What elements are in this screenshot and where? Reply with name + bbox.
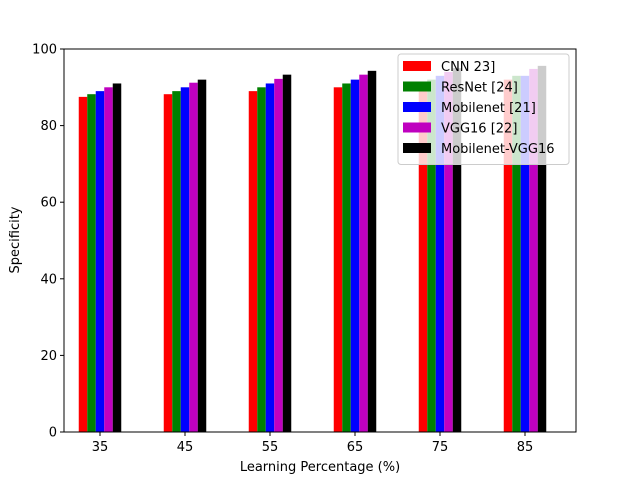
bar-cnn-23-75 [418,83,428,432]
bar-cnn-23-85 [503,79,513,432]
bar-cnn-23-55 [248,91,258,432]
x-tick-label-65: 65 [347,440,364,455]
bar-mobilenet-21-45 [180,87,190,433]
bar-mobilenet-vgg16-45 [197,79,207,432]
x-tick-label-55: 55 [262,440,279,455]
legend-swatch-mobilenet-vgg16 [403,143,431,153]
legend: CNN 23] ResNet [24] Mobilenet [21] VGG16 [2… [397,53,570,165]
bar-resnet-24-75 [427,79,436,432]
bar-resnet-24-45 [172,91,181,432]
bar-vgg16-22-55 [274,78,283,433]
legend-swatch-mobilenet-21 [403,102,431,112]
y-tick-label-20: 20 [40,349,57,364]
y-tick-label-80: 80 [40,119,57,134]
bar-vgg16-22-45 [189,82,198,432]
bar-mobilenet-vgg16-55 [282,74,292,432]
bar-vgg16-22-65 [359,74,368,432]
bar-resnet-24-85 [512,75,521,432]
x-tick-label-75: 75 [432,440,449,455]
legend-swatch-vgg16-22 [403,122,431,133]
y-tick-label-0: 0 [49,426,57,441]
bar-mobilenet-21-85 [520,75,530,432]
legend-swatch-resnet-24 [403,81,431,92]
bar-mobilenet-21-75 [435,75,445,432]
axes-layer: 0 20 40 60 80 100 35 45 55 65 75 85 [32,43,577,455]
bar-resnet-24-65 [342,83,351,432]
bar-vgg16-22-35 [104,87,113,433]
bar-cnn-23-45 [163,94,173,432]
y-tick-label-60: 60 [40,196,57,211]
legend-label-resnet-24: ResNet [24] [441,81,518,96]
x-tick-label-35: 35 [92,440,109,455]
bar-mobilenet-vgg16-75 [452,68,462,433]
bar-mobilenet-vgg16-85 [537,65,547,433]
bar-mobilenet-21-35 [95,91,105,432]
plot-frame [63,48,577,433]
bar-mobilenet-21-55 [265,83,275,432]
legend-label-mobilenet-vgg16: Mobilenet-VGG16 [441,142,555,157]
legend-swatch-cnn-23 [403,61,431,71]
bar-mobilenet-21-65 [350,79,360,432]
legend-box [397,53,570,165]
bars-layer [78,65,547,433]
y-axis-label: Specificity [8,206,23,273]
bar-cnn-23-65 [333,87,343,433]
legend-label-mobilenet-21: Mobilenet [21] [441,101,536,116]
bar-mobilenet-vgg16-65 [367,70,377,433]
y-tick-label-40: 40 [40,272,57,287]
y-tick-label-100: 100 [32,43,57,58]
bar-vgg16-22-85 [529,68,538,432]
x-tick-label-45: 45 [177,440,194,455]
bar-mobilenet-vgg16-35 [112,83,122,432]
x-tick-label-85: 85 [517,440,534,455]
bar-cnn-23-35 [78,96,88,432]
bar-resnet-24-55 [257,87,266,433]
legend-label-vgg16-22: VGG16 [22] [441,122,517,137]
x-axis-label: Learning Percentage (%) [240,460,400,475]
bar-vgg16-22-75 [444,71,453,432]
legend-label-cnn-23: CNN 23] [441,60,495,75]
bar-resnet-24-35 [87,94,96,432]
